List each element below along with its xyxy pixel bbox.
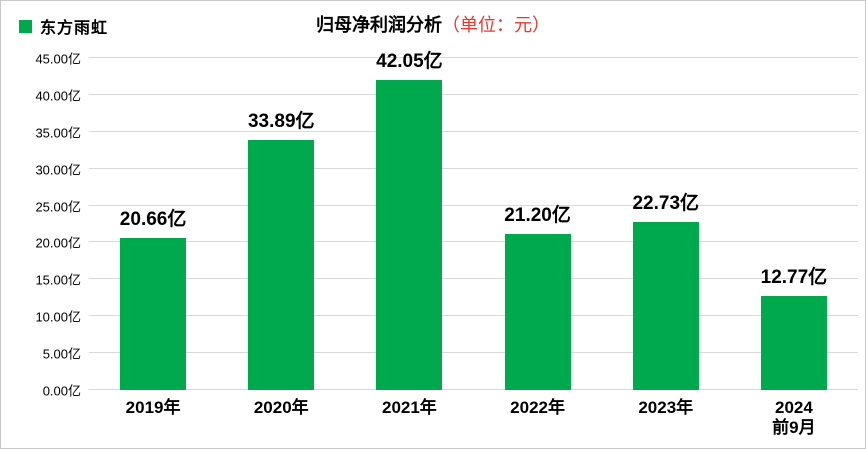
y-axis: 45.00亿 40.00亿 35.00亿 30.00亿 25.00亿 20.00亿 15.0…: [1, 52, 81, 399]
bar-2019年: [120, 237, 187, 390]
y-tick-label: 0.00亿: [42, 383, 81, 399]
gridline: [89, 389, 858, 390]
y-tick-label: 45.00亿: [35, 51, 81, 67]
bar-2020年: [248, 139, 315, 390]
legend: 东方雨虹: [19, 14, 108, 38]
bar-2023年: [632, 222, 699, 390]
x-tick-label: 2019年: [125, 398, 181, 417]
x-tick-label: 2020年: [253, 398, 309, 417]
bar-value-label: 21.20亿: [504, 204, 571, 226]
bar-value-label: 42.05亿: [376, 50, 443, 72]
y-tick-label: 15.00亿: [35, 272, 81, 288]
chart-title: 归母净利润分析（单位：元）: [1, 11, 865, 37]
legend-swatch-icon: [19, 19, 32, 33]
gridline: [89, 93, 858, 95]
chart-title-unit: （单位：元）: [442, 15, 550, 35]
plot-area: 20.66亿 33.89亿 42.05亿 21.20亿 22.73亿 12.77亿: [89, 51, 858, 390]
gridline: [89, 57, 858, 58]
y-tick-label: 25.00亿: [35, 199, 81, 215]
chart-title-main: 归母净利润分析: [316, 15, 442, 35]
gridline: [89, 130, 858, 132]
gridline: [89, 204, 858, 206]
y-tick-label: 30.00亿: [35, 162, 81, 178]
legend-series-label: 东方雨虹: [40, 20, 109, 37]
y-tick-label: 35.00亿: [35, 125, 81, 141]
y-tick-label: 10.00亿: [35, 309, 81, 325]
x-tick-label: 2023年: [638, 398, 694, 417]
gridline: [89, 167, 858, 169]
x-axis: 2019年 2020年 2021年 2022年 2023年 2024 前9月: [89, 398, 858, 444]
y-tick-label: 5.00亿: [42, 346, 81, 362]
gridline: [89, 352, 858, 354]
bar-value-label: 20.66亿: [119, 208, 187, 230]
bar-2024前9月: [760, 295, 827, 390]
gridline: [89, 241, 858, 243]
gridline: [89, 315, 858, 317]
x-tick-label: 2021年: [381, 398, 437, 417]
bar-value-label: 22.73亿: [632, 193, 700, 215]
bar-value-label: 33.89亿: [247, 110, 315, 132]
y-tick-label: 40.00亿: [35, 88, 81, 104]
gridline: [89, 278, 858, 280]
bar-2021年: [376, 79, 443, 390]
x-tick-label: 2022年: [510, 398, 565, 417]
x-tick-label: 2024 前9月: [772, 398, 816, 438]
bar-value-label: 12.77亿: [760, 266, 828, 288]
y-tick-label: 20.00亿: [35, 235, 81, 251]
bar-2022年: [504, 233, 571, 390]
